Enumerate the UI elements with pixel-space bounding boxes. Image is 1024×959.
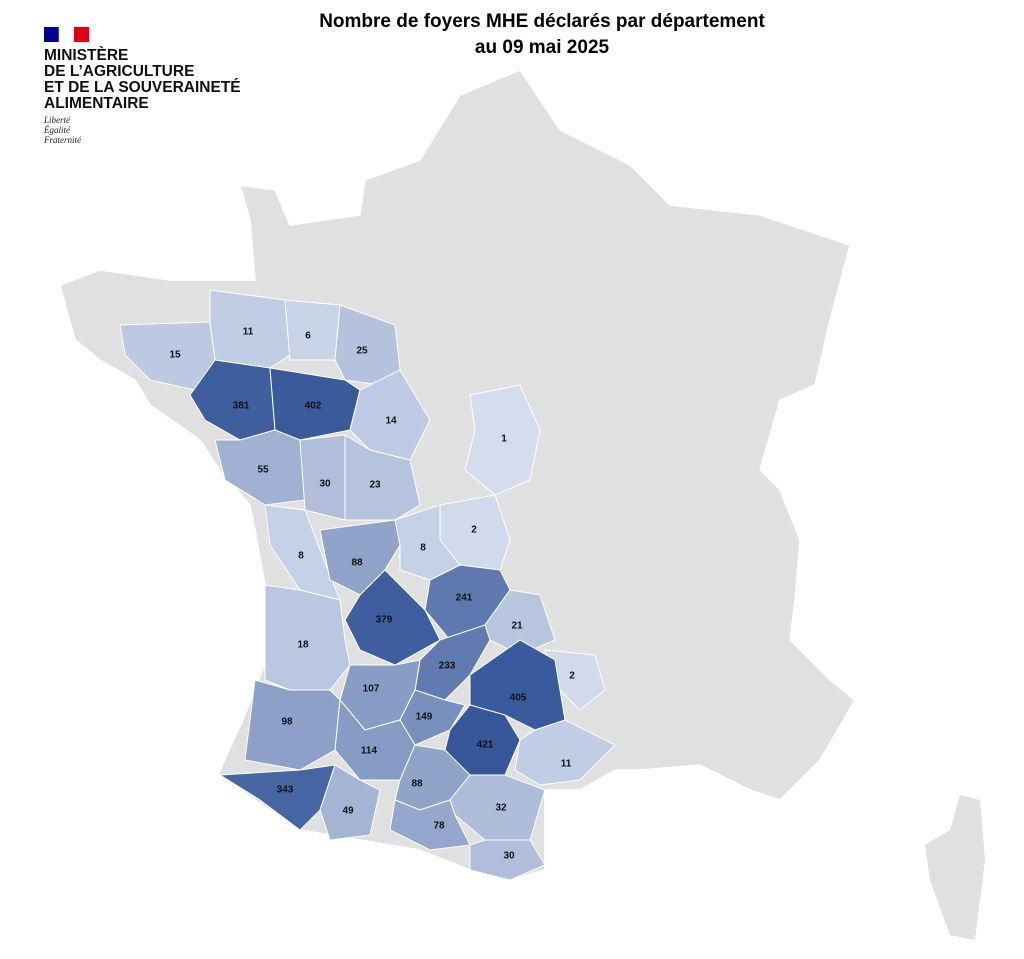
department bbox=[514, 719, 616, 786]
department-value: 78 bbox=[433, 821, 445, 832]
department-value: 379 bbox=[376, 615, 393, 626]
department bbox=[464, 384, 541, 496]
department-value: 98 bbox=[281, 717, 293, 728]
department-value: 11 bbox=[243, 327, 254, 338]
department-value: 8 bbox=[420, 543, 426, 554]
motto-line: Égalité bbox=[43, 125, 71, 135]
department-value: 25 bbox=[356, 346, 368, 357]
department bbox=[469, 839, 546, 881]
logo-line: ALIMENTAIRE bbox=[44, 95, 149, 112]
logo-line: DE L’AGRICULTURE bbox=[44, 63, 194, 80]
department bbox=[344, 434, 421, 521]
department-value: 421 bbox=[477, 740, 494, 751]
department-value: 15 bbox=[169, 350, 181, 361]
department-value: 18 bbox=[297, 640, 309, 651]
department-value: 21 bbox=[511, 621, 523, 632]
department-value: 107 bbox=[363, 684, 380, 695]
department-value: 233 bbox=[439, 661, 456, 672]
department-value: 30 bbox=[319, 479, 331, 490]
motto-line: Fraternité bbox=[43, 135, 82, 145]
department-value: 149 bbox=[416, 712, 433, 723]
department-value: 381 bbox=[233, 401, 250, 412]
department-value: 32 bbox=[495, 803, 507, 814]
department-value: 11 bbox=[561, 759, 572, 770]
department bbox=[334, 698, 416, 781]
department-value: 14 bbox=[385, 416, 397, 427]
logo-flag bbox=[44, 26, 89, 43]
subtitle: au 09 mai 2025 bbox=[475, 37, 610, 58]
corsica bbox=[925, 795, 985, 940]
title: Nombre de foyers MHE déclarés par départ… bbox=[319, 11, 765, 32]
department-value: 88 bbox=[411, 779, 423, 790]
department-value: 2 bbox=[569, 671, 575, 682]
department bbox=[344, 569, 441, 666]
department-value: 23 bbox=[369, 480, 381, 491]
department-value: 241 bbox=[456, 593, 473, 604]
department bbox=[299, 434, 346, 521]
department bbox=[264, 584, 351, 691]
department-value: 6 bbox=[305, 331, 311, 342]
department-value: 88 bbox=[351, 558, 363, 569]
department-value: 55 bbox=[257, 465, 269, 476]
department-value: 49 bbox=[342, 806, 354, 817]
department-value: 405 bbox=[510, 693, 527, 704]
department-value: 1 bbox=[501, 434, 507, 445]
department-value: 8 bbox=[298, 551, 304, 562]
logo-line: MINISTÈRE bbox=[44, 47, 128, 64]
logo-line: ET DE LA SOUVERAINETÉ bbox=[44, 79, 241, 96]
department-value: 114 bbox=[361, 746, 378, 757]
department bbox=[319, 764, 381, 841]
france-background bbox=[59, 69, 856, 881]
department-value: 30 bbox=[503, 851, 515, 862]
department-value: 402 bbox=[305, 401, 322, 412]
department bbox=[389, 799, 471, 851]
motto-line: Liberté bbox=[43, 115, 71, 125]
department-value: 343 bbox=[277, 785, 294, 796]
department bbox=[284, 299, 341, 361]
department-value: 2 bbox=[471, 525, 477, 536]
